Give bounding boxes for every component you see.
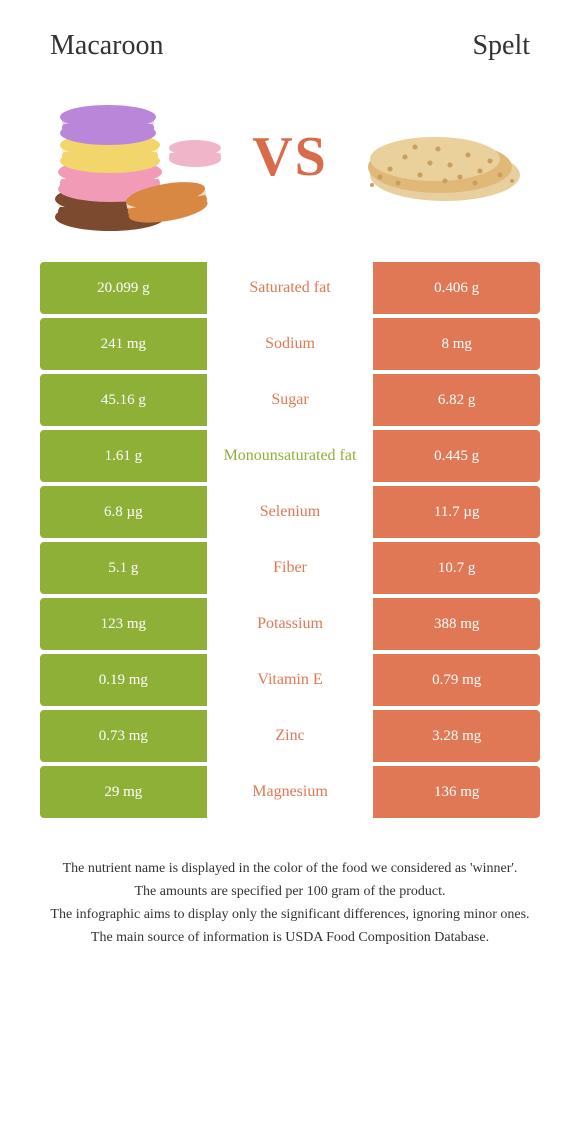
table-row: 241 mgSodium8 mg bbox=[40, 318, 540, 370]
nutrient-label: Selenium bbox=[207, 486, 374, 538]
left-value-cell: 6.8 µg bbox=[40, 486, 207, 538]
table-row: 123 mgPotassium388 mg bbox=[40, 598, 540, 650]
left-value-cell: 5.1 g bbox=[40, 542, 207, 594]
left-value-cell: 1.61 g bbox=[40, 430, 207, 482]
vs-label: VS bbox=[252, 125, 328, 189]
right-value-cell: 3.28 mg bbox=[373, 710, 540, 762]
comparison-table: 20.099 gSaturated fat0.406 g241 mgSodium… bbox=[20, 262, 560, 818]
left-value-cell: 20.099 g bbox=[40, 262, 207, 314]
right-value-cell: 6.82 g bbox=[373, 374, 540, 426]
nutrient-label: Monounsaturated fat bbox=[207, 430, 374, 482]
table-row: 29 mgMagnesium136 mg bbox=[40, 766, 540, 818]
table-row: 1.61 gMonounsaturated fat0.445 g bbox=[40, 430, 540, 482]
nutrient-label: Sodium bbox=[207, 318, 374, 370]
table-row: 6.8 µgSelenium11.7 µg bbox=[40, 486, 540, 538]
right-value-cell: 11.7 µg bbox=[373, 486, 540, 538]
table-row: 0.19 mgVitamin E0.79 mg bbox=[40, 654, 540, 706]
footer-line: The infographic aims to display only the… bbox=[50, 904, 530, 925]
right-value-cell: 0.79 mg bbox=[373, 654, 540, 706]
right-value-cell: 10.7 g bbox=[373, 542, 540, 594]
footer-line: The amounts are specified per 100 gram o… bbox=[50, 881, 530, 902]
nutrient-label: Saturated fat bbox=[207, 262, 374, 314]
footer-line: The main source of information is USDA F… bbox=[50, 927, 530, 948]
table-row: 20.099 gSaturated fat0.406 g bbox=[40, 262, 540, 314]
nutrient-label: Magnesium bbox=[207, 766, 374, 818]
left-value-cell: 0.73 mg bbox=[40, 710, 207, 762]
images-row: VS bbox=[20, 82, 560, 262]
nutrient-label: Sugar bbox=[207, 374, 374, 426]
nutrient-label: Zinc bbox=[207, 710, 374, 762]
table-row: 5.1 gFiber10.7 g bbox=[40, 542, 540, 594]
food-title-right: Spelt bbox=[472, 30, 530, 62]
footer-text: The nutrient name is displayed in the co… bbox=[20, 818, 560, 970]
table-row: 0.73 mgZinc3.28 mg bbox=[40, 710, 540, 762]
nutrient-label: Vitamin E bbox=[207, 654, 374, 706]
macaroon-illustration bbox=[40, 77, 240, 237]
right-value-cell: 0.445 g bbox=[373, 430, 540, 482]
left-value-cell: 123 mg bbox=[40, 598, 207, 650]
nutrient-label: Fiber bbox=[207, 542, 374, 594]
right-value-cell: 388 mg bbox=[373, 598, 540, 650]
left-value-cell: 241 mg bbox=[40, 318, 207, 370]
table-row: 45.16 gSugar6.82 g bbox=[40, 374, 540, 426]
right-value-cell: 0.406 g bbox=[373, 262, 540, 314]
spelt-illustration bbox=[340, 77, 540, 237]
left-value-cell: 45.16 g bbox=[40, 374, 207, 426]
footer-line: The nutrient name is displayed in the co… bbox=[50, 858, 530, 879]
left-value-cell: 29 mg bbox=[40, 766, 207, 818]
left-value-cell: 0.19 mg bbox=[40, 654, 207, 706]
nutrient-label: Potassium bbox=[207, 598, 374, 650]
right-value-cell: 8 mg bbox=[373, 318, 540, 370]
header: Macaroon Spelt bbox=[20, 20, 560, 82]
food-title-left: Macaroon bbox=[50, 30, 164, 62]
right-value-cell: 136 mg bbox=[373, 766, 540, 818]
